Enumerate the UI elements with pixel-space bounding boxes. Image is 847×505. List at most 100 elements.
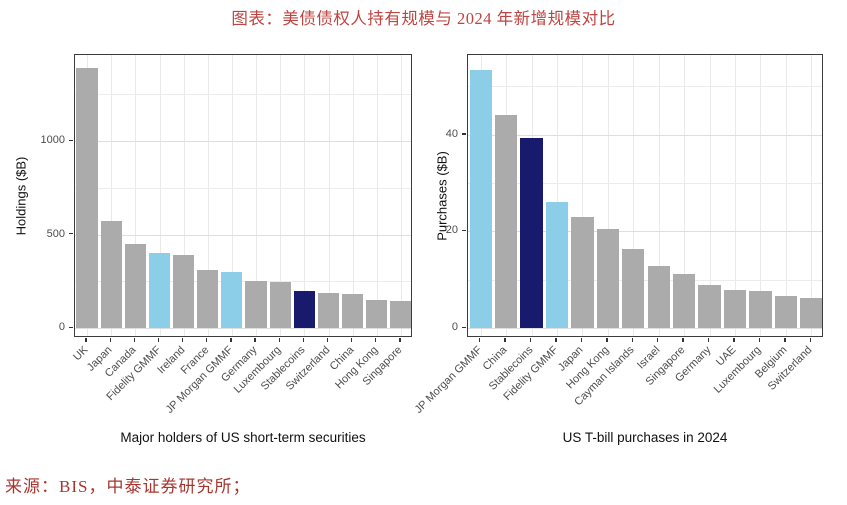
bar-singapore	[390, 300, 411, 328]
bar-fidelity-gmmf	[148, 253, 171, 328]
gridline-vertical	[811, 55, 813, 336]
gridline-vertical	[183, 55, 185, 336]
gridline-vertical	[735, 55, 736, 336]
gridline-vertical	[352, 55, 354, 336]
gridline-major	[468, 231, 822, 233]
plot-panel	[74, 54, 412, 337]
gridline-minor	[75, 187, 411, 189]
bar-stablecoins	[520, 137, 543, 328]
bar-france	[197, 269, 219, 328]
gridline-major	[75, 234, 411, 236]
x-axis-title: Major holders of US short-term securitie…	[120, 430, 366, 445]
gridline-vertical	[607, 55, 609, 336]
gridline-vertical	[256, 55, 258, 336]
bar-switzerland	[800, 297, 822, 328]
bar-fidelity-gmmf	[545, 202, 569, 328]
x-tick-mark	[350, 338, 353, 342]
figure-title: 图表：美债债权人持有规模与 2024 年新增规模对比	[231, 9, 616, 28]
x-tick-mark	[809, 338, 811, 342]
bar-jp-morgan-gmmf	[469, 69, 492, 328]
x-tick-mark	[181, 338, 184, 342]
bar-israel	[647, 265, 670, 328]
x-tick-mark	[606, 338, 608, 342]
x-tick-mark	[109, 338, 111, 342]
gridline-vertical	[658, 55, 660, 336]
gridline-vertical	[400, 55, 402, 336]
bar-japan	[100, 220, 122, 328]
y-tick-mark	[462, 229, 466, 232]
y-tick-mark	[69, 326, 73, 328]
bar-belgium	[774, 295, 798, 328]
gridline-vertical	[231, 55, 233, 336]
y-axis-title: Purchases ($B)	[434, 150, 450, 241]
gridline-major	[75, 141, 411, 142]
gridline-minor	[468, 279, 822, 281]
gridline-vertical	[111, 55, 113, 336]
x-tick-mark	[254, 338, 256, 342]
bar-china	[342, 294, 364, 328]
gridline-vertical	[760, 55, 762, 336]
gridline-vertical	[633, 55, 635, 336]
gridline-major	[75, 328, 411, 329]
bar-luxembourg	[269, 282, 291, 328]
bar-uk	[76, 68, 98, 328]
gridline-vertical	[709, 55, 711, 336]
bar-germany	[245, 281, 267, 328]
gridline-minor	[468, 183, 822, 184]
bar-singapore	[673, 274, 696, 328]
bar-hong-kong	[366, 300, 388, 328]
x-tick-mark	[657, 338, 659, 342]
y-tick-label: 1000	[40, 134, 65, 146]
gridline-vertical	[328, 55, 330, 336]
x-tick-mark	[580, 338, 583, 342]
y-tick-label: 20	[445, 224, 458, 237]
x-tick-mark	[707, 338, 710, 342]
x-tick-mark	[784, 338, 786, 342]
gridline-major	[468, 134, 822, 136]
x-tick-mark	[479, 338, 481, 342]
bar-ireland	[173, 254, 195, 328]
x-tick-mark	[504, 338, 506, 342]
gridline-minor	[468, 86, 822, 88]
y-axis-title: Holdings ($B)	[13, 156, 29, 235]
bar-cayman-islands	[622, 248, 645, 328]
x-tick-mark	[631, 338, 633, 342]
gridline-vertical	[135, 55, 137, 336]
gridline-vertical	[304, 55, 306, 336]
gridline-vertical	[207, 55, 209, 336]
x-tick-mark	[278, 338, 280, 342]
x-tick-mark	[682, 338, 684, 342]
gridline-vertical	[557, 55, 558, 336]
source-note: 来源：BIS，中泰证券研究所；	[5, 477, 251, 496]
y-tick-label: 0	[451, 321, 458, 333]
bar-hong-kong	[596, 228, 620, 328]
x-tick-mark	[733, 338, 735, 342]
gridline-vertical	[280, 55, 282, 336]
x-tick-mark	[206, 338, 208, 342]
gridline-minor	[75, 94, 411, 96]
gridline-vertical	[785, 55, 787, 336]
x-axis-title: US T-bill purchases in 2024	[562, 430, 728, 445]
x-tick-mark	[555, 338, 557, 342]
gridline-vertical	[684, 55, 686, 336]
bar-jp-morgan-gmmf	[221, 272, 243, 328]
x-tick-mark	[230, 338, 232, 342]
x-tick-mark	[326, 338, 329, 342]
x-tick-mark	[375, 338, 377, 342]
gridline-major	[468, 328, 822, 329]
bar-germany	[698, 285, 721, 328]
x-tick-mark	[157, 338, 160, 342]
gridline-vertical	[582, 55, 584, 336]
y-tick-label: 0	[58, 321, 65, 333]
x-tick-mark	[758, 338, 761, 342]
y-tick-mark	[462, 326, 466, 328]
x-tick-mark	[133, 338, 136, 342]
bar-china	[495, 115, 518, 328]
x-tick-mark	[529, 338, 532, 342]
bar-stablecoins	[293, 290, 315, 328]
x-tick-mark	[85, 338, 87, 342]
gridline-minor	[75, 281, 411, 283]
gridline-vertical	[159, 55, 161, 336]
x-tick-mark	[302, 338, 305, 342]
